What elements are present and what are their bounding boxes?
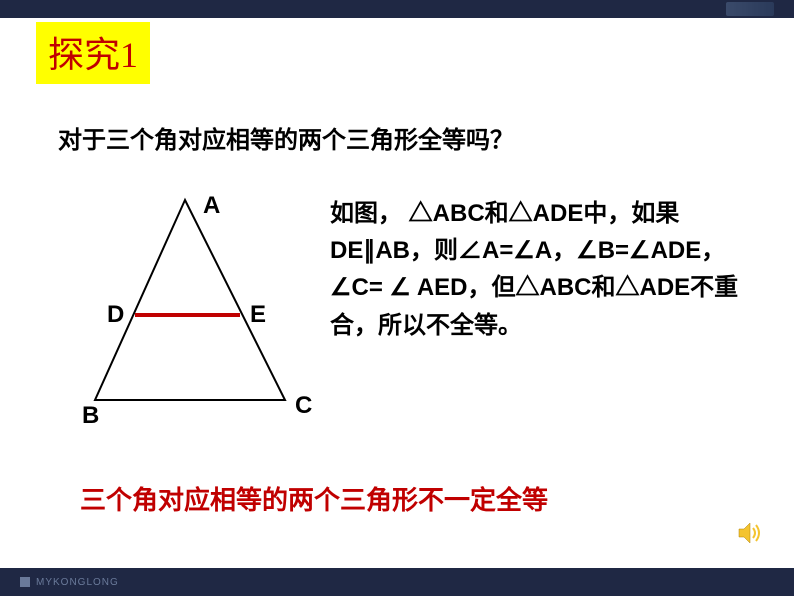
title-box: 探究1 [36, 22, 150, 84]
explanation-text: 如图， △ABC和△ADE中，如果 DE∥AB，则∠A=∠A，∠B=∠ADE，∠… [330, 195, 760, 344]
question-text: 对于三个角对应相等的两个三角形全等吗？ [58, 120, 514, 155]
footer-logo-square [20, 577, 30, 587]
speaker-icon[interactable] [736, 519, 764, 552]
footer-logo: MYKONGLONG [20, 577, 119, 588]
vertex-label-c: C [295, 392, 312, 420]
triangle-diagram: A B C D E [80, 190, 310, 430]
title-text: 探究1 [48, 35, 138, 75]
top-band [0, 0, 794, 18]
footer-text: MYKONGLONG [36, 577, 119, 588]
vertex-label-d: D [107, 301, 124, 329]
vertex-label-e: E [250, 301, 266, 329]
triangle-abc [95, 200, 285, 400]
vertex-label-a: A [203, 192, 220, 220]
brand-logo [726, 2, 774, 16]
conclusion-text: 三个角对应相等的两个三角形不一定全等 [80, 480, 548, 517]
bottom-band: MYKONGLONG [0, 568, 794, 596]
vertex-label-b: B [82, 402, 99, 430]
